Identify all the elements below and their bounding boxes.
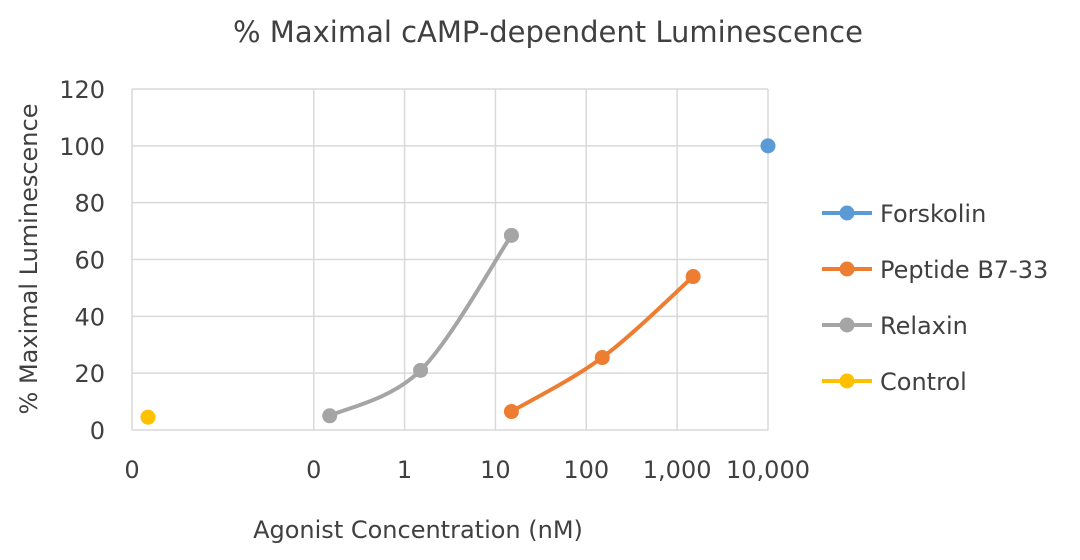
legend-label-relaxin: Relaxin (880, 312, 968, 340)
legend-label-peptide-b7-33: Peptide B7-33 (880, 256, 1048, 284)
series-line-relaxin (327, 233, 514, 418)
data-point-control (140, 409, 156, 425)
x-tick-label: 1,000 (643, 456, 712, 484)
y-tick-label: 120 (59, 76, 105, 104)
data-point-peptide-b7-33 (594, 350, 610, 366)
x-tick-label: 0 (124, 456, 139, 484)
y-tick-label: 0 (90, 417, 105, 445)
legend-label-forskolin: Forskolin (880, 200, 986, 228)
x-tick-label: 100 (563, 456, 609, 484)
legend-label-control: Control (880, 368, 967, 396)
data-point-forskolin (760, 138, 776, 154)
series-line-peptide-b7-33 (509, 274, 696, 414)
grid-lines (131, 88, 769, 431)
series-layer (140, 138, 776, 425)
y-tick-label: 40 (74, 303, 105, 331)
legend-marker-peptide-b7-33 (839, 261, 855, 277)
y-tick-label: 100 (59, 133, 105, 161)
x-tick-label: 10,000 (726, 456, 810, 484)
chart-title: % Maximal cAMP-dependent Luminescence (233, 15, 863, 49)
legend-marker-control (839, 373, 855, 389)
x-tick-label: 1 (397, 456, 412, 484)
legend-marker-forskolin (839, 205, 855, 221)
data-point-peptide-b7-33 (685, 269, 701, 285)
data-point-relaxin (503, 227, 519, 243)
legend: Forskolin Peptide B7-33 Relaxin Control (822, 200, 1048, 396)
x-axis-ticks: 0 0 1 10 100 1,000 10,000 (124, 456, 810, 484)
x-tick-label: 0 (306, 456, 321, 484)
y-axis-label: % Maximal Luminescence (15, 104, 43, 415)
data-point-relaxin (322, 408, 338, 424)
y-tick-label: 60 (74, 247, 105, 275)
y-tick-label: 20 (74, 360, 105, 388)
data-point-peptide-b7-33 (503, 404, 519, 420)
x-axis-label: Agonist Concentration (nM) (253, 516, 583, 544)
y-tick-label: 80 (74, 190, 105, 218)
y-axis-ticks: 0 20 40 60 80 100 120 (59, 76, 105, 445)
data-point-relaxin (413, 362, 429, 378)
legend-marker-relaxin (839, 317, 855, 333)
x-tick-label: 10 (480, 456, 511, 484)
